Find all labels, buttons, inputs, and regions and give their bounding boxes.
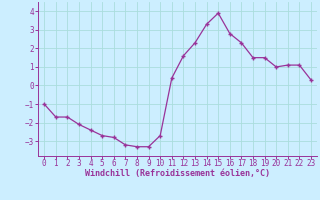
X-axis label: Windchill (Refroidissement éolien,°C): Windchill (Refroidissement éolien,°C) [85,169,270,178]
